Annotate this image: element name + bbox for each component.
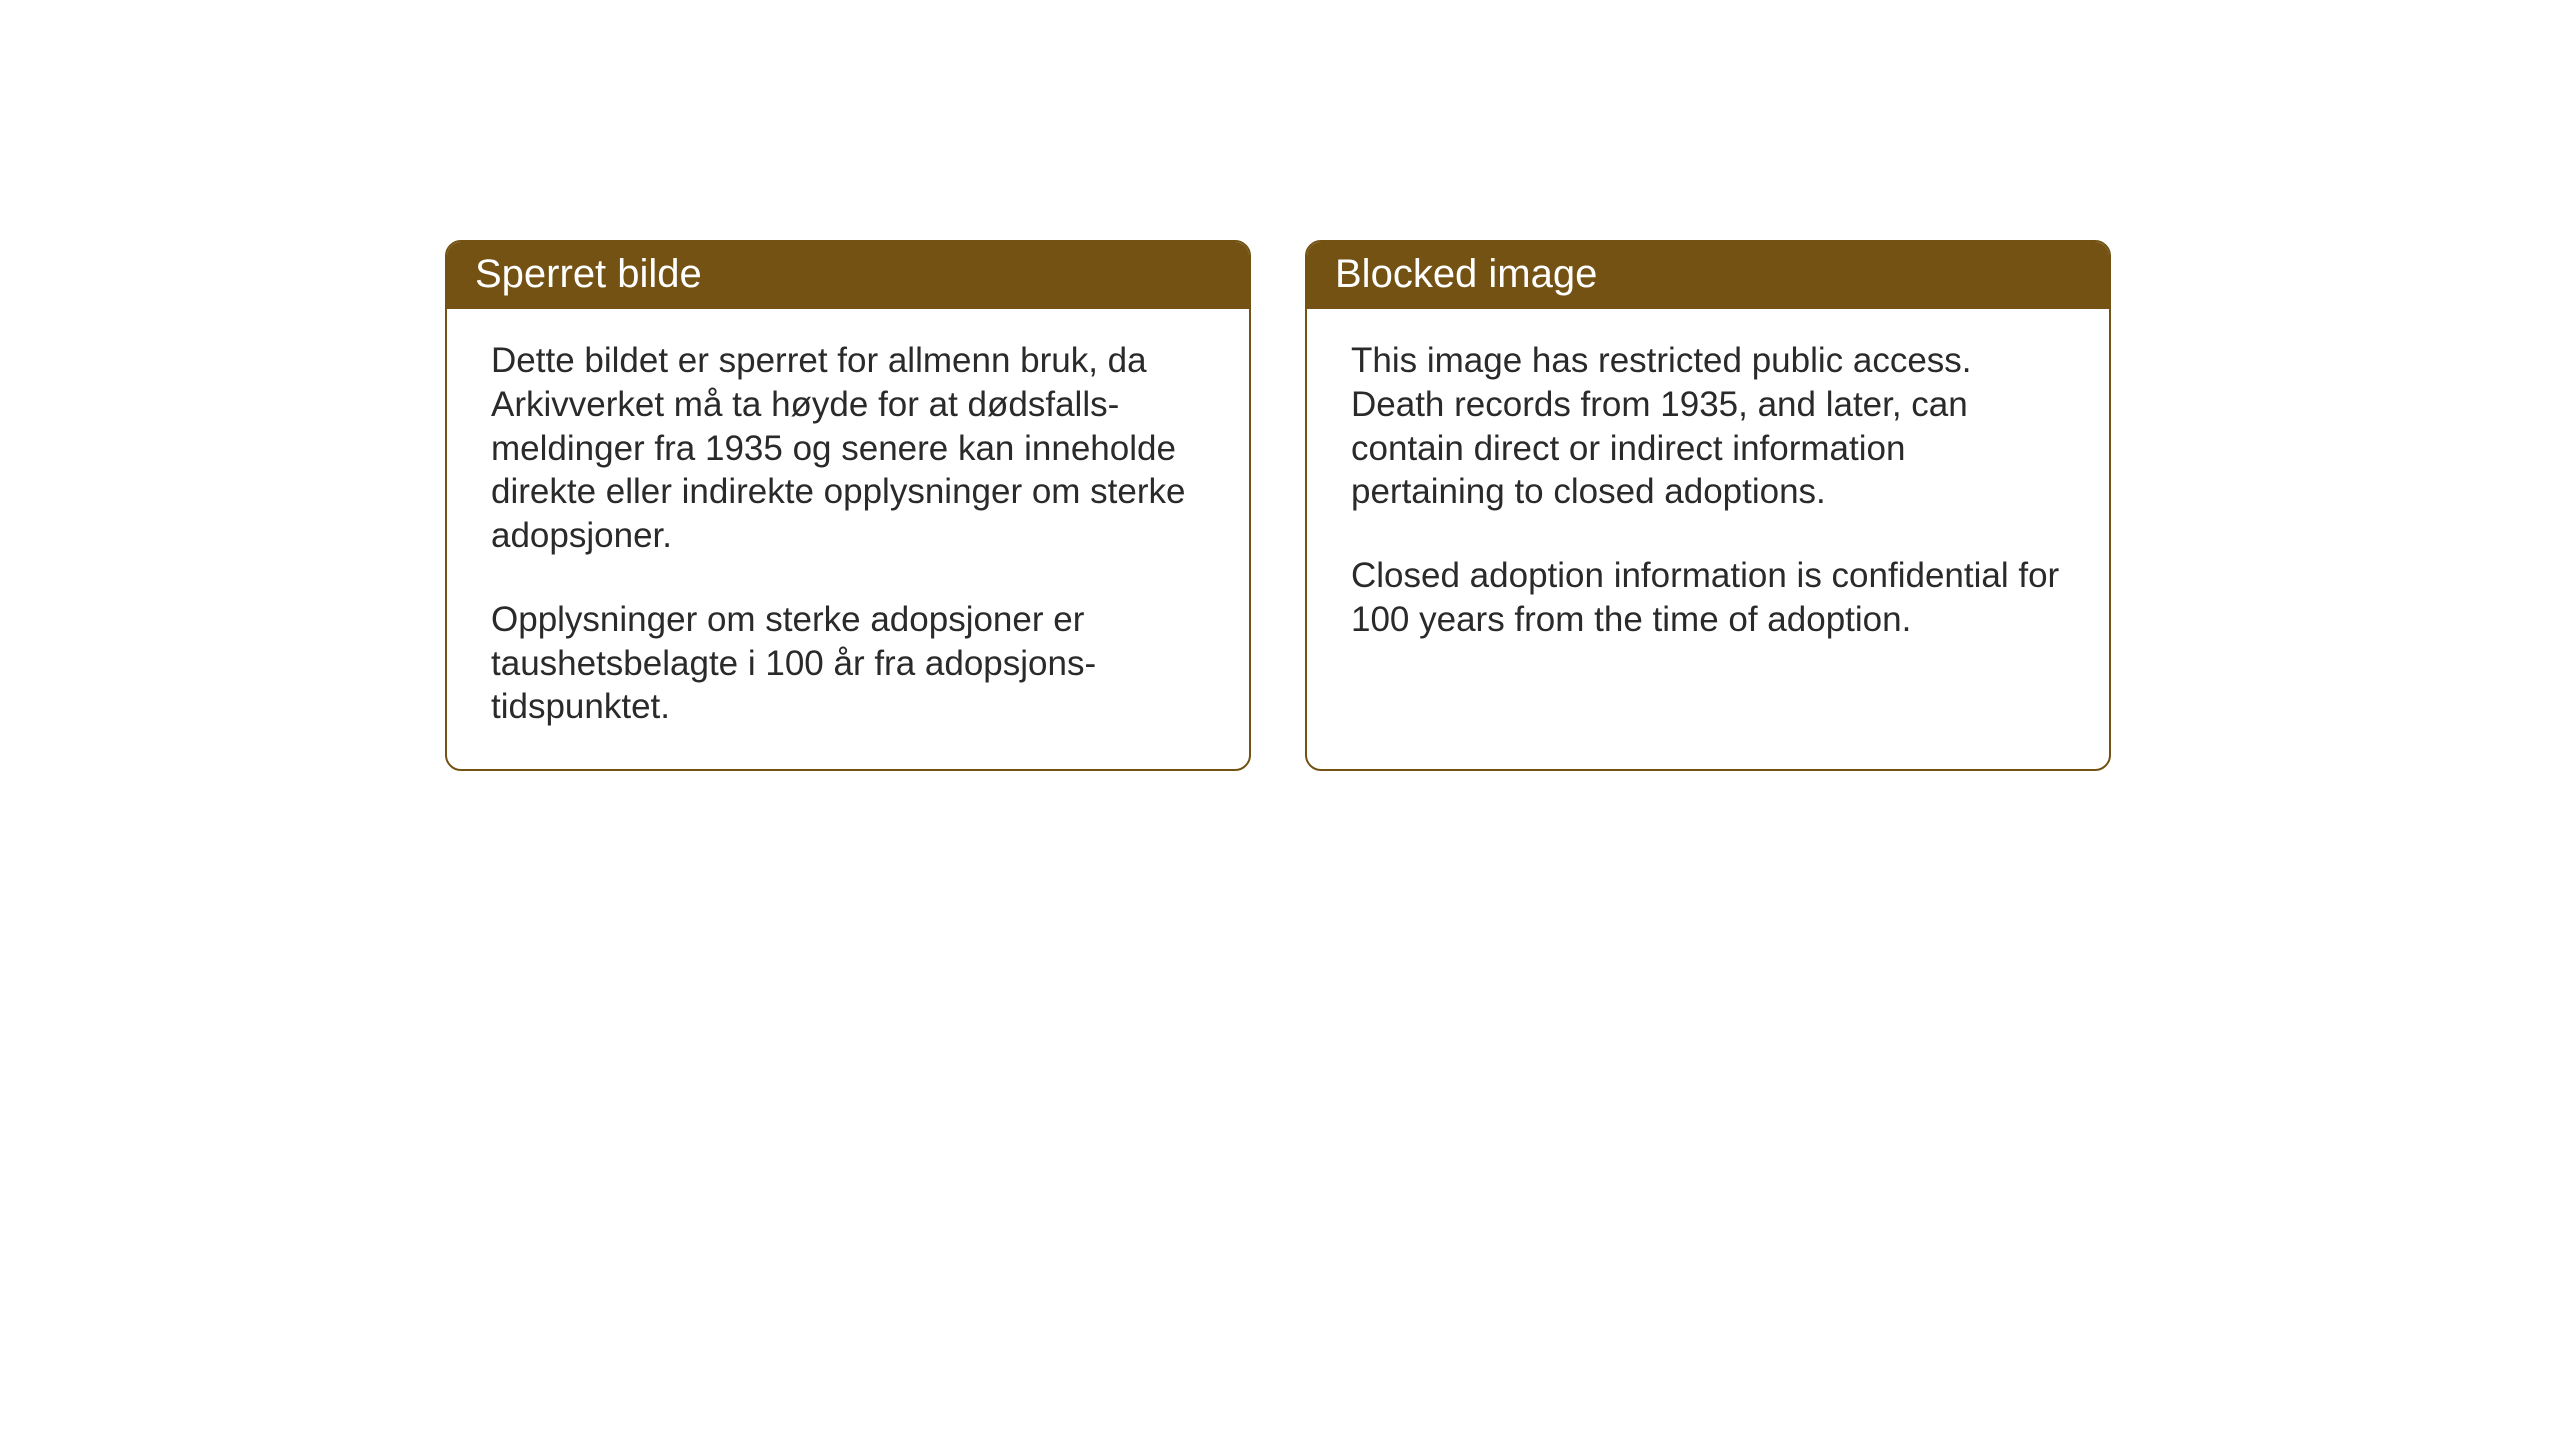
notice-title-norwegian: Sperret bilde bbox=[475, 252, 702, 296]
notice-paragraph-1-english: This image has restricted public access.… bbox=[1351, 339, 2065, 514]
notice-header-english: Blocked image bbox=[1307, 242, 2109, 309]
notice-paragraph-2-english: Closed adoption information is confident… bbox=[1351, 554, 2065, 642]
notice-paragraph-1-norwegian: Dette bildet er sperret for allmenn bruk… bbox=[491, 339, 1205, 558]
notice-card-english: Blocked image This image has restricted … bbox=[1305, 240, 2111, 771]
notice-card-norwegian: Sperret bilde Dette bildet er sperret fo… bbox=[445, 240, 1251, 771]
notice-container: Sperret bilde Dette bildet er sperret fo… bbox=[445, 240, 2111, 771]
notice-body-english: This image has restricted public access.… bbox=[1307, 309, 2109, 729]
notice-header-norwegian: Sperret bilde bbox=[447, 242, 1249, 309]
notice-paragraph-2-norwegian: Opplysninger om sterke adopsjoner er tau… bbox=[491, 598, 1205, 729]
notice-title-english: Blocked image bbox=[1335, 252, 1597, 296]
notice-body-norwegian: Dette bildet er sperret for allmenn bruk… bbox=[447, 309, 1249, 769]
